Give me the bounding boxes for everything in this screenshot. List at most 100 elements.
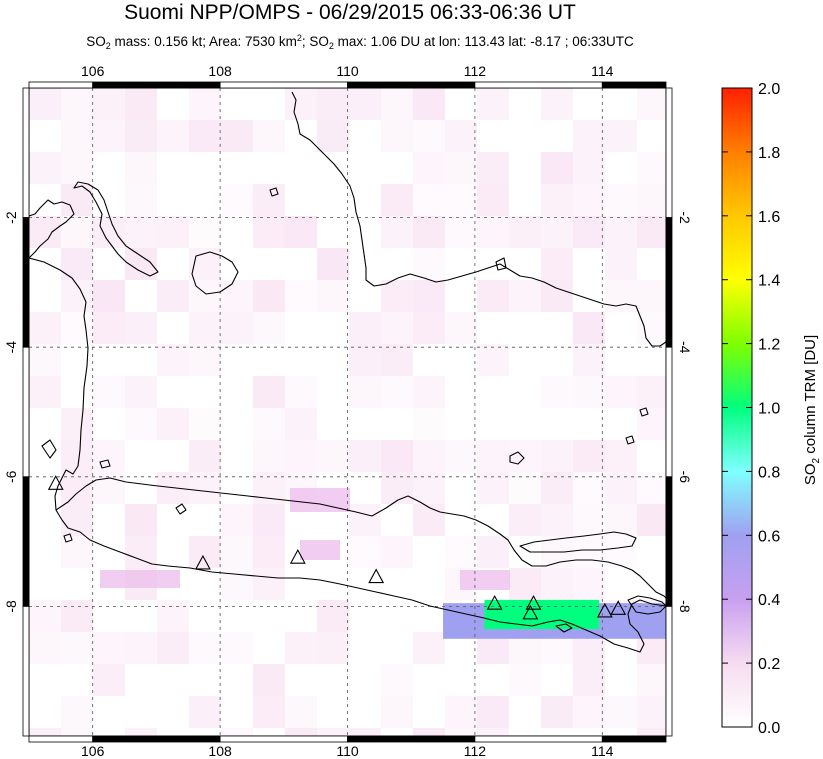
so2-noise-tile	[349, 440, 381, 472]
so2-noise-tile	[477, 344, 509, 376]
so2-noise-tile	[317, 632, 349, 664]
so2-noise-tile	[413, 312, 445, 344]
so2-noise-tile	[381, 280, 413, 312]
so2-noise-tile	[285, 696, 317, 728]
lat-tick-label-right: -4	[677, 341, 693, 354]
so2-noise-tile	[541, 696, 573, 728]
so2-noise-tile	[381, 344, 413, 376]
so2-background-noise	[29, 88, 666, 736]
so2-noise-tile	[221, 280, 253, 312]
so2-noise-tile	[253, 504, 285, 536]
so2-noise-tile	[637, 504, 666, 536]
so2-noise-tile	[61, 728, 93, 736]
so2-plume	[443, 599, 666, 639]
frame-bar	[22, 217, 30, 348]
so2-noise-tile	[125, 728, 157, 736]
so2-noise-tile	[413, 504, 445, 536]
so2-noise-tile	[381, 216, 413, 248]
so2-noise-tile	[253, 440, 285, 472]
so2-noise-tile	[445, 440, 477, 472]
so2-noise-tile	[541, 440, 573, 472]
so2-noise-tile	[189, 344, 221, 376]
so2-noise-tile	[413, 216, 445, 248]
so2-noise-tile	[93, 312, 125, 344]
frame-bar	[665, 346, 673, 478]
colorbar-tick-label: 0.4	[758, 592, 780, 609]
so2-noise-tile	[221, 120, 253, 152]
so2-noise-tile	[573, 152, 605, 184]
so2-noise-tile	[637, 216, 666, 248]
so2-noise-tile	[477, 216, 509, 248]
so2-noise-tile	[253, 312, 285, 344]
so2-noise-tile	[300, 540, 340, 560]
so2-noise-tile	[125, 376, 157, 408]
so2-noise-tile	[29, 600, 61, 632]
map-subtitle: SO2 mass: 0.156 kt; Area: 7530 km2; SO2 …	[86, 33, 634, 51]
so2-noise-tile	[477, 696, 509, 728]
coastline-java-north	[55, 477, 666, 599]
so2-noise-tile	[637, 472, 666, 504]
colorbar-tick-label: 0.8	[758, 464, 780, 481]
volcano-icon	[596, 602, 613, 618]
coastline-islet	[625, 435, 635, 445]
so2-noise-tile	[413, 440, 445, 472]
so2-noise-tile	[61, 88, 93, 120]
so2-noise-tile	[477, 472, 509, 504]
frame-bar	[92, 81, 221, 89]
so2-noise-tile	[189, 472, 221, 504]
map-tick-labels: 106 106 108 108 110 110 112 112 114 114 -2 -2 -4 -4 -6…	[3, 63, 693, 759]
so2-noise-tile	[605, 696, 637, 728]
volcano-icon	[194, 554, 211, 570]
so2-noise-tile	[509, 280, 541, 312]
volcano-icon	[368, 568, 385, 584]
lat-tick-label-right: -2	[677, 211, 693, 224]
so2-noise-tile	[253, 280, 285, 312]
so2-noise-tile	[221, 504, 253, 536]
so2-noise-tile	[253, 120, 285, 152]
lon-tick-label-top: 114	[591, 63, 614, 79]
so2-noise-tile	[477, 728, 509, 736]
colorbar: 0.0 0.2 0.4 0.6 0.8 1.0 1.2 1.4 1.6 1.8 2.0 SO2 col…	[721, 81, 822, 737]
so2-noise-tile	[221, 632, 253, 664]
frame-bar	[28, 81, 94, 89]
volcano-markers	[47, 475, 627, 620]
so2-noise-tile	[189, 280, 221, 312]
so2-noise-tile	[477, 440, 509, 472]
so2-noise-tile	[285, 88, 317, 120]
lat-tick-label-left: -8	[3, 600, 19, 613]
so2-noise-tile	[93, 376, 125, 408]
so2-noise-tile	[93, 440, 125, 472]
frame-bar	[219, 735, 348, 743]
so2-noise-tile	[93, 88, 125, 120]
so2-noise-tile	[189, 312, 221, 344]
lat-tick-label-left: -2	[3, 211, 19, 224]
map-plot-area	[29, 88, 666, 736]
so2-noise-tile	[29, 88, 61, 120]
so2-noise-tile	[349, 344, 381, 376]
so2-noise-tile	[381, 536, 413, 568]
so2-noise-tile	[61, 472, 93, 504]
frame-bar	[601, 81, 667, 89]
so2-noise-tile	[413, 248, 445, 280]
so2-noise-tile	[253, 408, 285, 440]
coastline-sumatra	[29, 199, 75, 259]
so2-noise-tile	[541, 504, 573, 536]
so2-noise-tile	[285, 440, 317, 472]
so2-noise-tile	[605, 120, 637, 152]
so2-noise-tile	[445, 216, 477, 248]
coastline-borneo	[291, 91, 666, 347]
so2-noise-tile	[125, 536, 157, 568]
so2-noise-tile	[541, 472, 573, 504]
so2-noise-tile	[61, 184, 93, 216]
colorbar-tick-label: 0.0	[758, 720, 780, 737]
so2-noise-tile	[29, 344, 61, 376]
so2-noise-tile	[221, 312, 253, 344]
so2-noise-tile	[381, 120, 413, 152]
coastline-islet	[495, 257, 507, 271]
frame-bar	[22, 476, 30, 607]
lon-tick-label-top: 108	[208, 63, 232, 79]
so2-noise-tile	[413, 88, 445, 120]
coastline-islet	[99, 459, 111, 469]
so2-noise-tile	[605, 248, 637, 280]
